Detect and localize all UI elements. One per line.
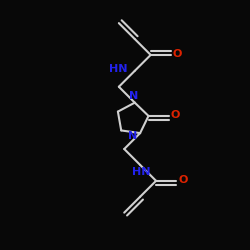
- Text: O: O: [171, 110, 180, 120]
- Text: O: O: [178, 175, 188, 185]
- Text: HN: HN: [132, 167, 151, 177]
- Text: O: O: [173, 50, 182, 59]
- Text: N: N: [129, 92, 138, 102]
- Text: N: N: [128, 130, 137, 140]
- Text: HN: HN: [109, 64, 127, 74]
